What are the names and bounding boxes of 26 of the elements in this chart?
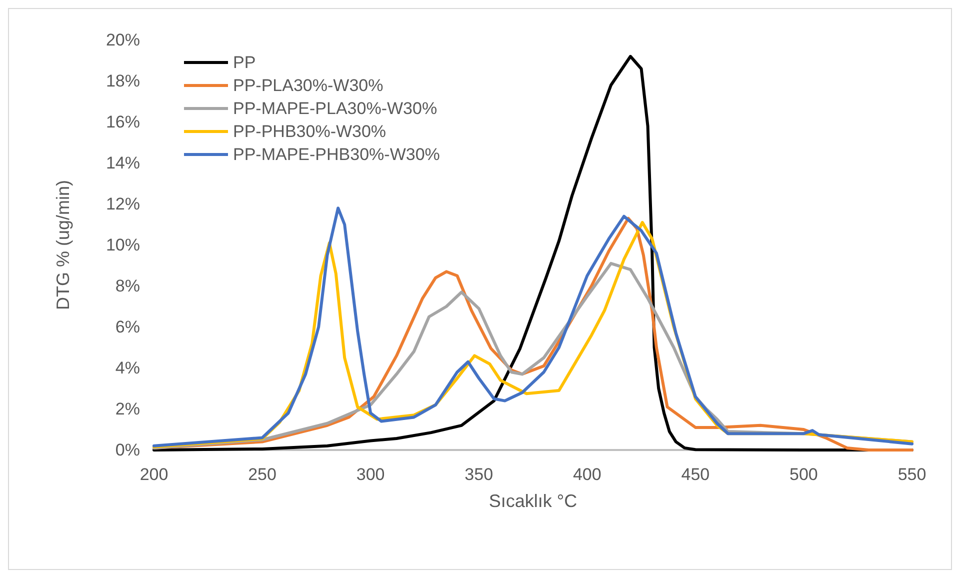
x-tick-label: 550	[898, 465, 926, 484]
y-tick-label: 20%	[106, 30, 140, 50]
y-tick-label: 14%	[106, 154, 140, 172]
legend-label: PP-PLA30%-W30%	[233, 76, 384, 95]
legend-label: PP-MAPE-PHB30%-W30%	[233, 145, 440, 164]
x-axis-title: Sıcaklık °C	[488, 491, 578, 511]
y-tick-label: 18%	[106, 72, 140, 90]
legend-label: PP-MAPE-PLA30%-W30%	[233, 99, 438, 118]
y-tick-label: 16%	[106, 112, 140, 132]
x-tick-label: 200	[140, 465, 168, 484]
y-tick-label: 6%	[115, 318, 140, 336]
x-tick-label: 450	[681, 465, 710, 484]
y-axis-title: DTG % (ug/min)	[53, 180, 73, 310]
y-tick-label: 2%	[115, 400, 140, 418]
x-tick-label: 400	[572, 465, 602, 484]
y-tick-label: 8%	[115, 276, 140, 296]
x-tick-label: 250	[248, 465, 276, 484]
x-tick-label: 300	[356, 465, 385, 484]
y-tick-label: 0%	[115, 440, 140, 460]
y-tick-label: 12%	[106, 194, 140, 214]
y-tick-label: 4%	[115, 358, 140, 378]
y-tick-label: 10%	[106, 236, 140, 254]
x-tick-label: 350	[464, 465, 494, 484]
legend-label: PP	[233, 53, 256, 72]
legend-label: PP-PHB30%-W30%	[233, 122, 386, 141]
x-tick-label: 500	[790, 465, 818, 484]
